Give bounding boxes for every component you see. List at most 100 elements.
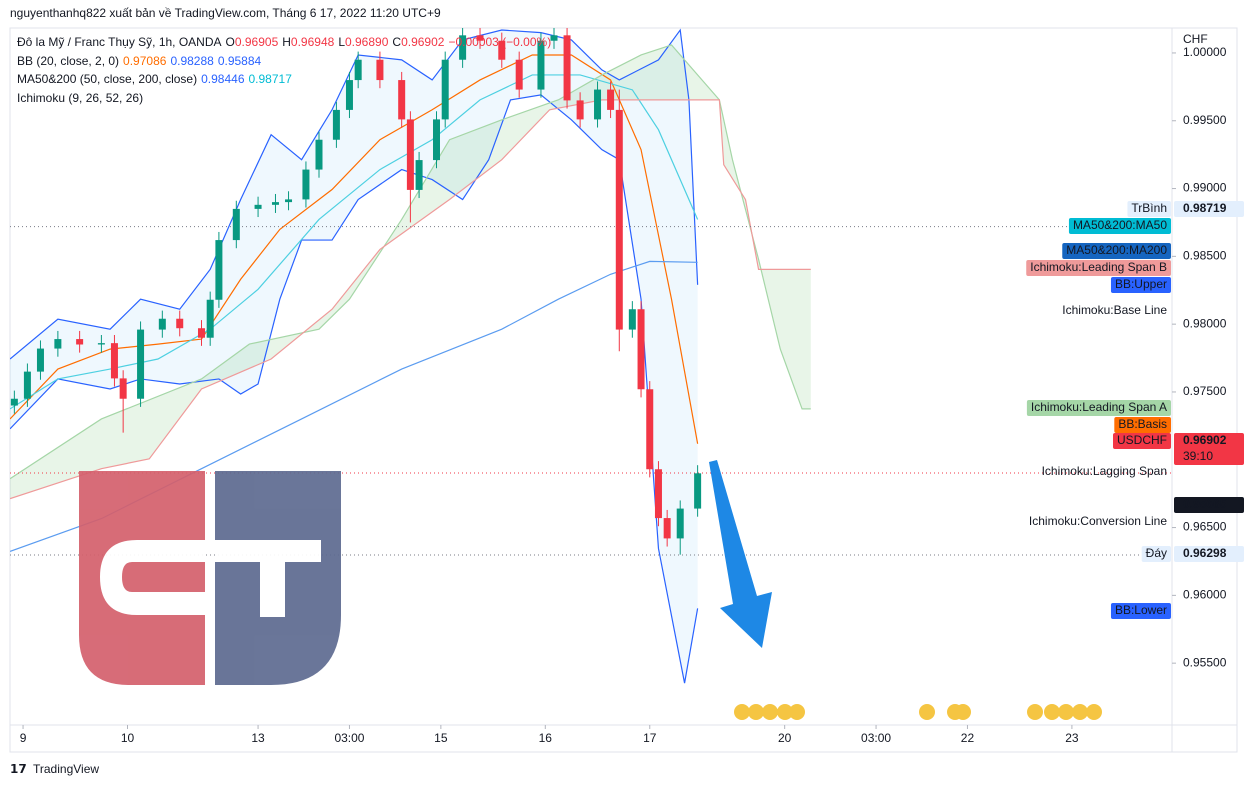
candle-body [110,343,118,379]
indicator-tag: BB:Lower [1115,603,1167,617]
indicator-tag-bg [1062,243,1171,259]
candle-body [23,371,31,399]
countdown: 39:10 [1183,449,1213,463]
price-value: 0.96902 [1183,433,1227,447]
candle-body [158,318,166,330]
candle-body [433,119,441,161]
candle-body [550,35,558,41]
candle-body [615,109,623,330]
candle-body [415,160,423,190]
legend-row: MA50&200 (50, close, 200, close) 0.98446 0… [17,70,555,89]
x-tick-label: 10 [121,731,135,745]
candle-body [285,199,293,203]
field-value: 0.98288 [170,53,214,68]
price-tag-label-bg [1127,201,1171,217]
field-value: −0.00003 (−0.00%) [448,35,552,49]
field-value: 0.97086 [123,53,167,68]
indicator-tag-bg [1026,400,1171,416]
candle-body [36,348,44,372]
candle-body [176,318,184,329]
indicator-tag: Ichimoku:Leading Span B [1030,260,1167,274]
candle-body [302,169,310,200]
logo [79,471,341,685]
x-tick-label: 17 [643,731,657,745]
candle-body [254,204,262,209]
axis-unit: CHF [1183,32,1208,46]
field-label: C [392,35,402,49]
legend-row: Đô la Mỹ / Franc Thụy Sỹ, 1h, OANDA O0.96… [17,33,555,52]
indicator-tag-bg [1110,603,1171,619]
candle-body [654,469,662,519]
publisher: nguyenthanhq822 xuất bản về TradingView.… [10,6,441,20]
candle-body [576,100,584,120]
price-tag-label-bg [1141,546,1171,562]
y-tick-label: 1.00000 [1183,45,1227,59]
price-tag-label: Đáy [1146,546,1167,560]
candle-body [441,59,449,120]
field-label: O [225,35,235,49]
legend-row: Ichimoku (9, 26, 52, 26) [17,89,555,108]
candle-body [271,202,279,205]
candle-body [398,80,406,120]
brand: TradingView [33,762,99,776]
field-value: 0.95884 [217,53,262,68]
indicator-tag: BB:Upper [1115,277,1167,291]
candle-body [354,59,362,81]
price-tag-label: TrBình [1131,201,1167,215]
indicator-line [10,44,811,480]
candle-body [594,89,602,120]
candle-body [537,40,545,90]
field-value: 0.96902 [401,35,445,49]
candle-body [97,343,105,345]
indicator-tag-bg [1110,277,1171,293]
candle-body [498,40,506,60]
candle-body [332,109,340,140]
price-box [1174,433,1244,465]
indicator-tag: BB:Basis [1118,417,1167,431]
x-tick-label: 03:00 [334,731,364,745]
candle-body [376,59,384,81]
indicator-line [10,99,811,500]
candle-body [54,339,62,349]
x-tick-label: 03:00 [861,731,891,745]
candle-body [197,328,205,338]
price-value: 0.98719 [1183,201,1227,215]
candle-body [676,508,684,539]
candle-body [10,398,18,406]
y-tick-label: 0.98000 [1183,316,1227,330]
candle-body [215,240,223,300]
y-tick-label: 0.98500 [1183,249,1227,263]
event-icons [734,704,1102,720]
legend-row: BB (20, close, 2, 0) 0.97086 0.98288 0.9588… [17,52,555,71]
indicator-tag: Ichimoku:Leading Span A [1031,400,1167,414]
candle-body [119,378,127,399]
candle-body [637,309,645,390]
y-tick-label: 0.96000 [1183,588,1227,602]
candle-body [232,208,240,241]
candle-body [694,473,702,509]
field-value: 0.96890 [345,35,389,49]
y-tick-label: 0.99000 [1183,181,1227,195]
field-value: 0.98717 [248,72,292,86]
indicator-tag: Ichimoku:Base Line [1062,303,1167,317]
price-box [1174,201,1244,217]
price-box [1174,497,1244,513]
x-tick-label: 16 [539,731,553,745]
field-label: L [338,35,345,49]
price-value: 0.96298 [1183,546,1227,560]
candle-body [628,309,636,330]
price-tag-label: USDCHF [1117,433,1167,447]
legend-name: BB (20, close, 2, 0) [17,53,120,68]
candle-body [515,59,523,90]
candle-body [663,518,671,539]
price-value: 0.96665 [1183,497,1227,511]
candle-body [137,329,145,399]
indicator-tag: Ichimoku:Lagging Span [1042,464,1167,478]
candle-body [459,35,467,60]
candle-body [406,119,414,190]
indicator-tag: MA50&200:MA50 [1073,218,1167,232]
price-tag-label-bg [1113,433,1171,449]
